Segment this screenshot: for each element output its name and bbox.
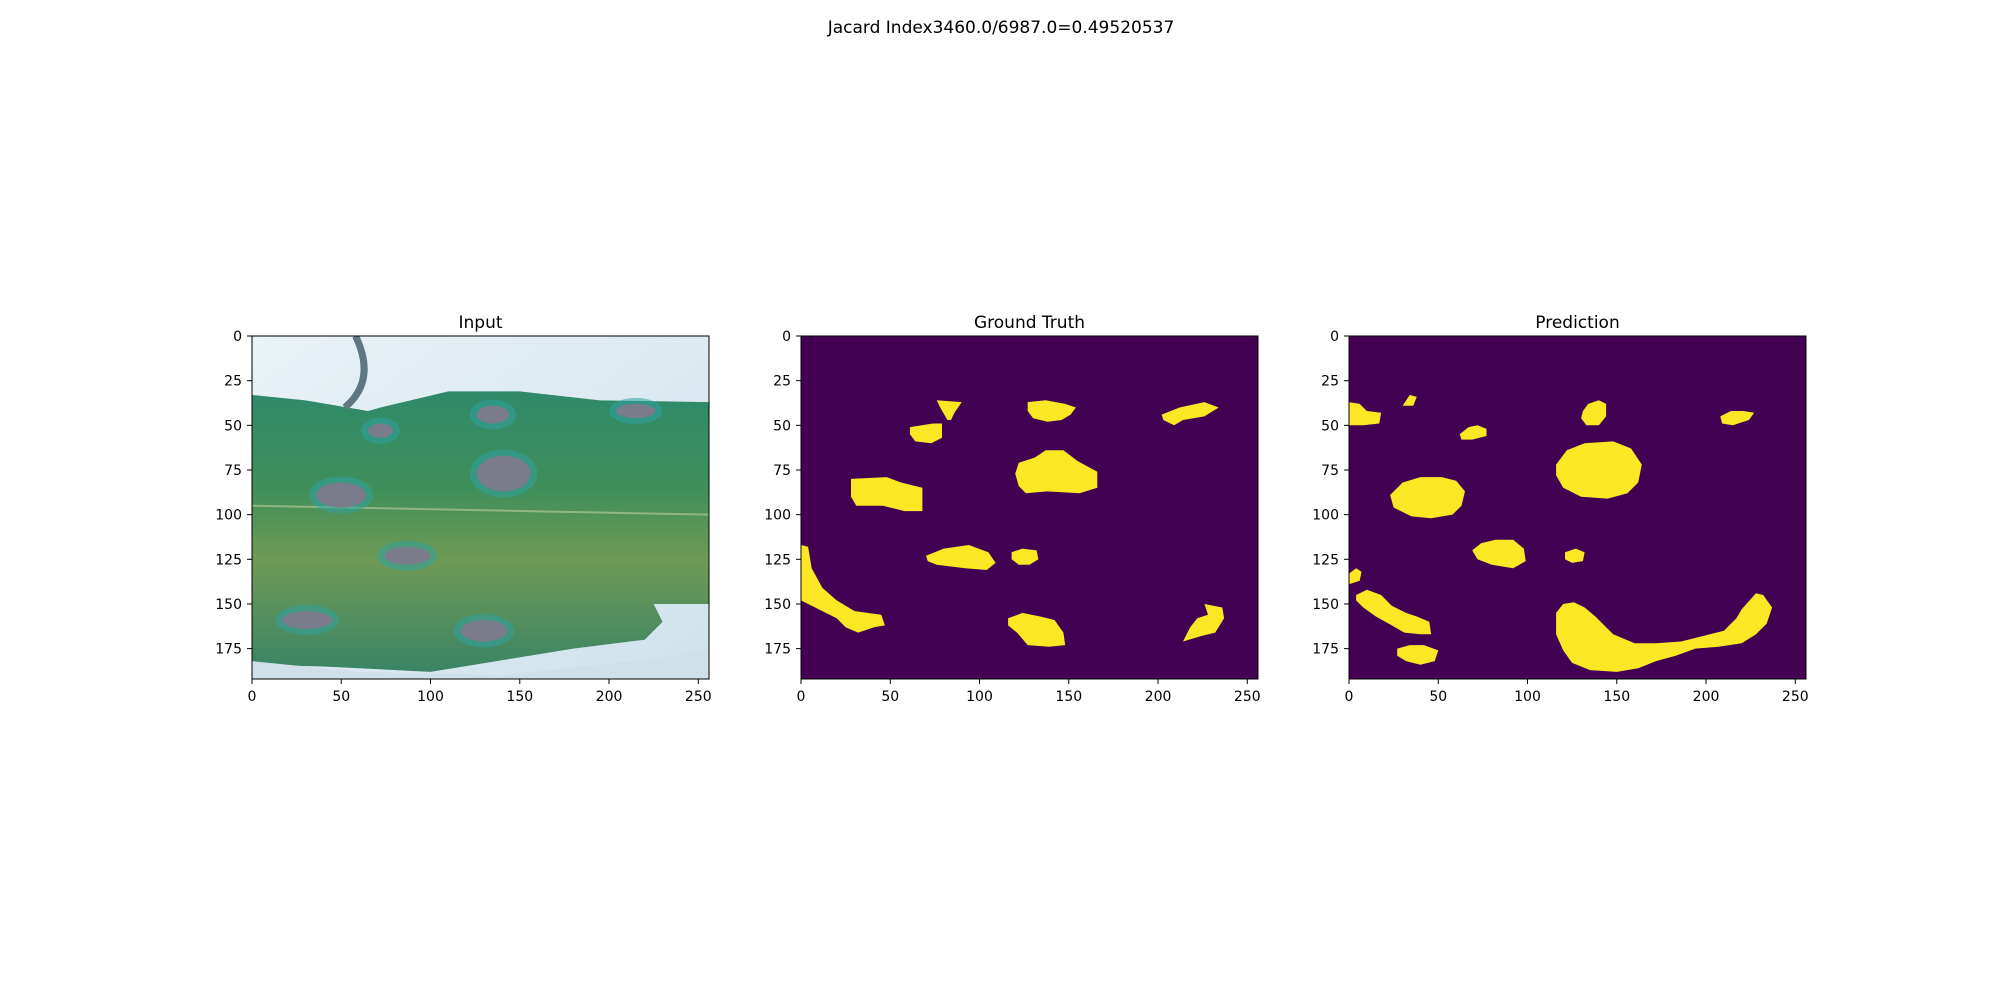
- input-title: Input: [458, 313, 502, 333]
- prediction-ytick-label-50: 50: [1321, 418, 1339, 434]
- prediction-xtick-label-150: 150: [1603, 689, 1630, 705]
- ground-truth-region-11: [1183, 604, 1225, 642]
- ground-truth-ytick-label-75: 75: [773, 463, 791, 479]
- leaf-tip: [342, 336, 368, 411]
- prediction-ytick-label-25: 25: [1321, 374, 1339, 390]
- figure-suptitle: Jacard Index3460.0/6987.0=0.49520537: [827, 18, 1175, 38]
- input-ytick-label-150: 150: [215, 597, 242, 613]
- input-panel: Input 0 50 100 150 200 250 0 25 50 75 100 125 150 175: [215, 313, 711, 705]
- prediction-region-13: [1556, 593, 1773, 672]
- ground-truth-title: Ground Truth: [974, 313, 1085, 333]
- prediction-ytick-label-175: 175: [1312, 642, 1339, 658]
- ground-truth-image: [801, 336, 1258, 679]
- prediction-xtick-label-250: 250: [1782, 689, 1809, 705]
- input-ytick-label-25: 25: [224, 374, 242, 390]
- ground-truth-region-3: [936, 400, 962, 420]
- prediction-region-11: [1356, 589, 1432, 635]
- input-ytick-label-100: 100: [215, 508, 242, 524]
- lesion-2: [476, 455, 531, 492]
- ground-truth-xtick-label-0: 0: [797, 689, 806, 705]
- prediction-region-8: [1472, 539, 1526, 569]
- ground-truth-region-1: [851, 477, 923, 512]
- lesion-3: [476, 405, 510, 424]
- input-xtick-label-0: 0: [248, 689, 257, 705]
- input-xtick-label-250: 250: [685, 689, 712, 705]
- ground-truth-frame: [800, 335, 1259, 680]
- prediction-ytick-label-0: 0: [1330, 329, 1339, 345]
- prediction-region-10: [1349, 568, 1362, 585]
- ground-truth-ytick-label-0: 0: [782, 329, 791, 345]
- ground-truth-region-7: [926, 545, 996, 570]
- ground-truth-xtick-label-100: 100: [966, 689, 993, 705]
- input-ytick-label-0: 0: [233, 329, 242, 345]
- lesion-8: [616, 403, 656, 419]
- prediction-xtick-label-0: 0: [1345, 689, 1354, 705]
- ground-truth-xtick-label-50: 50: [881, 689, 899, 705]
- prediction-region-5: [1720, 411, 1755, 426]
- input-ytick-label-175: 175: [215, 642, 242, 658]
- prediction-region-6: [1390, 477, 1465, 519]
- ground-truth-ytick-label-25: 25: [773, 374, 791, 390]
- ground-truth-region-9: [801, 545, 885, 633]
- ground-truth-region-5: [1015, 450, 1098, 494]
- lesion-4: [368, 423, 394, 438]
- photo-shadow: [252, 650, 709, 679]
- prediction-image: [1349, 336, 1806, 679]
- prediction-ytick-label-125: 125: [1312, 552, 1339, 568]
- input-frame: [251, 335, 710, 680]
- prediction-region-7: [1556, 441, 1642, 499]
- input-ytick-label-75: 75: [224, 463, 242, 479]
- ground-truth-region-10: [1008, 612, 1066, 647]
- input-xtick-label-50: 50: [332, 689, 350, 705]
- input-xtick-label-200: 200: [596, 689, 623, 705]
- prediction-ytick-label-100: 100: [1312, 508, 1339, 524]
- ground-truth-ytick-label-175: 175: [764, 642, 791, 658]
- prediction-region-3: [1459, 425, 1487, 440]
- prediction-ytick-label-150: 150: [1312, 597, 1339, 613]
- prediction-panel: Prediction 0 50 100 150 200 250 0 25 50 75 100 125 15…: [1312, 313, 1808, 705]
- prediction-xtick-label-50: 50: [1429, 689, 1447, 705]
- input-image: [252, 336, 709, 679]
- lesion-1: [316, 482, 367, 508]
- prediction-xtick-label-100: 100: [1514, 689, 1541, 705]
- prediction-xtick-label-200: 200: [1693, 689, 1720, 705]
- ground-truth-ytick-label-100: 100: [764, 508, 791, 524]
- prediction-region-12: [1397, 645, 1439, 665]
- prediction-region-2: [1402, 395, 1417, 406]
- input-ytick-label-50: 50: [224, 418, 242, 434]
- ground-truth-ytick-label-50: 50: [773, 418, 791, 434]
- lesion-7: [460, 620, 508, 642]
- ground-truth-region-6: [1161, 402, 1219, 426]
- input-ytick-label-125: 125: [215, 552, 242, 568]
- prediction-ytick-label-75: 75: [1321, 463, 1339, 479]
- ground-truth-xtick-label-200: 200: [1145, 689, 1172, 705]
- prediction-region-9: [1565, 548, 1585, 563]
- ground-truth-ytick-label-125: 125: [764, 552, 791, 568]
- prediction-region-4: [1581, 400, 1607, 426]
- ground-truth-ytick-label-150: 150: [764, 597, 791, 613]
- ground-truth-xtick-label-250: 250: [1234, 689, 1261, 705]
- ground-truth-region-4: [1027, 400, 1076, 422]
- prediction-region-1: [1349, 402, 1382, 426]
- lesion-6: [282, 611, 333, 629]
- lesion-5: [384, 546, 431, 565]
- leaf-shape: [252, 391, 709, 672]
- ground-truth-region-8: [1011, 548, 1039, 565]
- input-xtick-label-150: 150: [506, 689, 533, 705]
- input-xtick-label-100: 100: [417, 689, 444, 705]
- ground-truth-panel: Ground Truth 0 50 100 150 200 250 0 25 50 75 100 125…: [764, 313, 1260, 705]
- prediction-frame: [1348, 335, 1807, 680]
- prediction-title: Prediction: [1535, 313, 1619, 333]
- ground-truth-region-2: [909, 423, 942, 444]
- ground-truth-xtick-label-150: 150: [1055, 689, 1082, 705]
